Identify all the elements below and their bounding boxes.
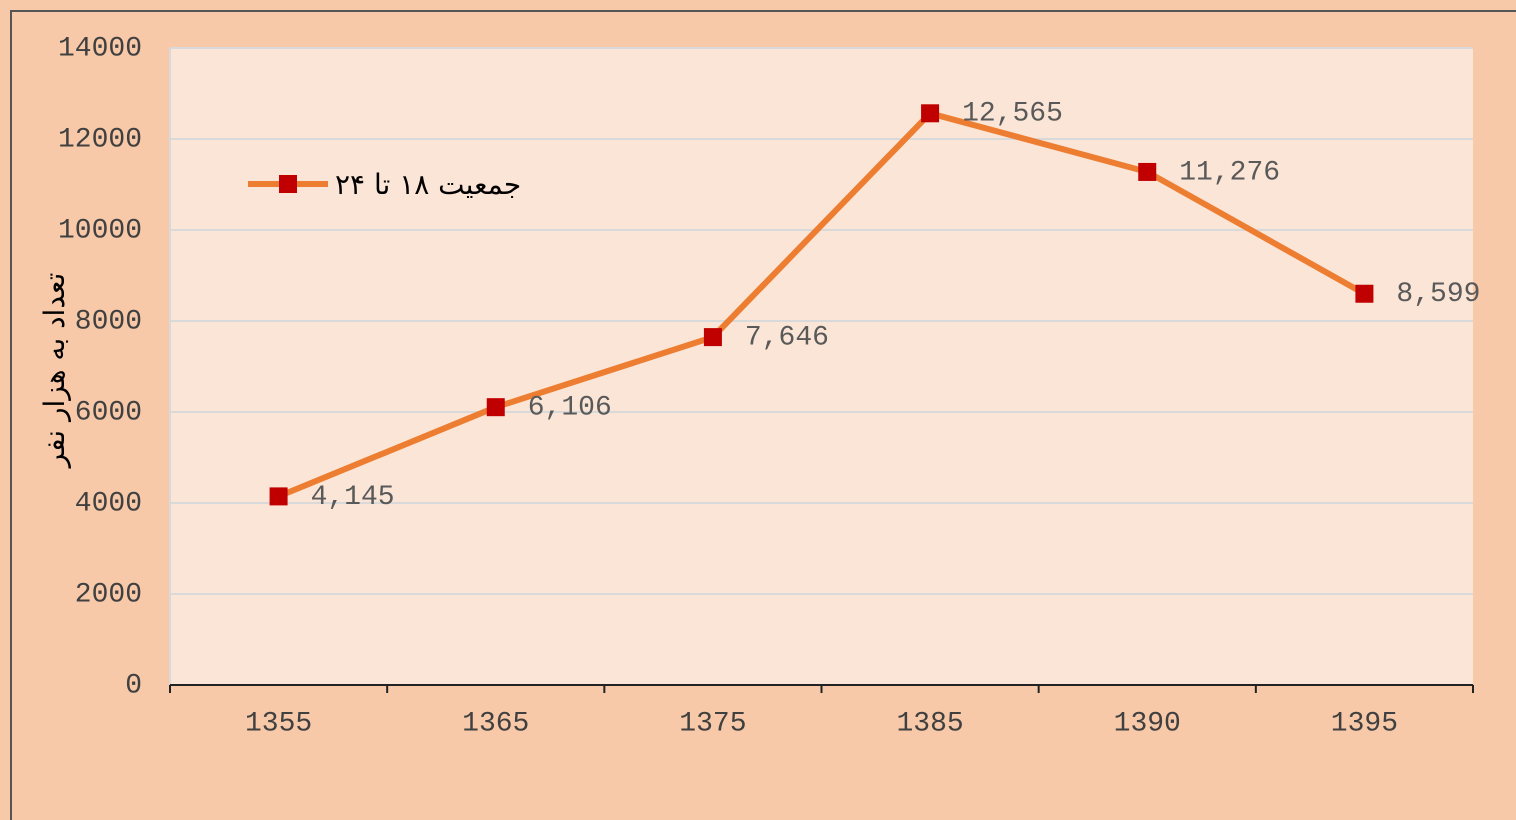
x-tick-label: 1355	[245, 708, 312, 739]
y-tick-label: 12000	[58, 124, 142, 155]
y-tick-label: 0	[125, 670, 142, 701]
y-tick-label: 10000	[58, 215, 142, 246]
data-point	[1138, 162, 1157, 181]
data-point	[269, 487, 288, 506]
y-tick-label: 6000	[75, 397, 142, 428]
y-tick-label: 8000	[75, 306, 142, 337]
y-tick-label: 14000	[58, 33, 142, 64]
data-label: 12,565	[962, 99, 1063, 130]
data-point	[921, 104, 940, 123]
data-label: 6,106	[528, 393, 612, 424]
plot-area	[170, 48, 1473, 685]
x-tick-label: 1390	[1114, 708, 1181, 739]
y-tick-label: 2000	[75, 579, 142, 610]
x-tick-label: 1365	[462, 708, 529, 739]
y-tick-label: 4000	[75, 488, 142, 519]
data-label: 11,276	[1179, 157, 1280, 188]
x-tick-label: 1375	[679, 708, 746, 739]
x-tick-label: 1395	[1331, 708, 1398, 739]
data-point	[1355, 284, 1374, 303]
legend-marker	[279, 175, 297, 193]
y-axis-label: تعداد به هزار نفر	[38, 273, 71, 470]
data-label: 4,145	[311, 482, 395, 513]
legend-label: جمعیت ۱۸ تا ۲۴	[335, 168, 521, 201]
series-line	[277, 110, 1366, 500]
data-point	[486, 398, 505, 417]
data-label: 8,599	[1396, 279, 1480, 310]
data-label: 7,646	[745, 322, 829, 353]
x-tick-label: 1385	[896, 708, 963, 739]
data-point	[703, 328, 722, 347]
